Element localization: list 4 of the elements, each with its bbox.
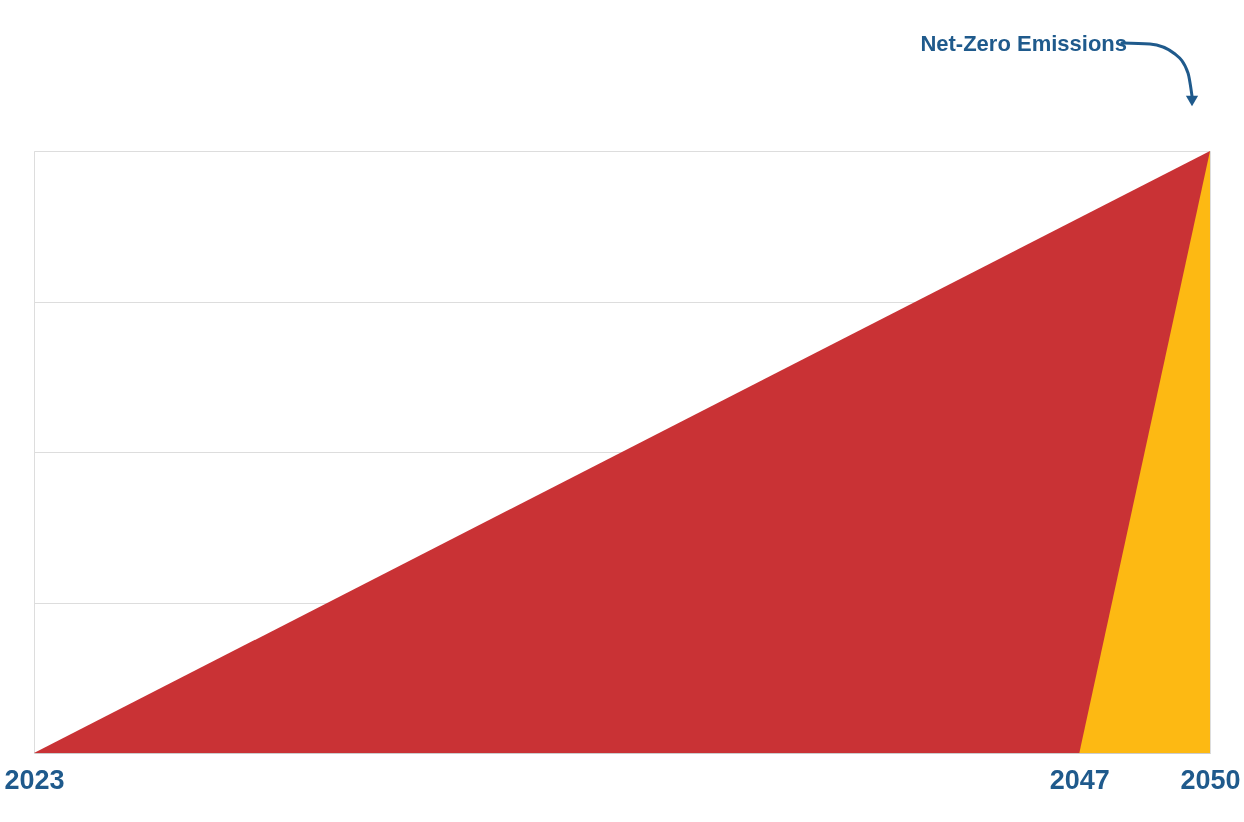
x-tick-label: 2047 [1049, 764, 1110, 795]
x-tick-label: 2050 [1180, 764, 1241, 795]
text: Net-Zero Emissions [920, 31, 1127, 56]
x-tick-label: 2023 [4, 764, 65, 795]
